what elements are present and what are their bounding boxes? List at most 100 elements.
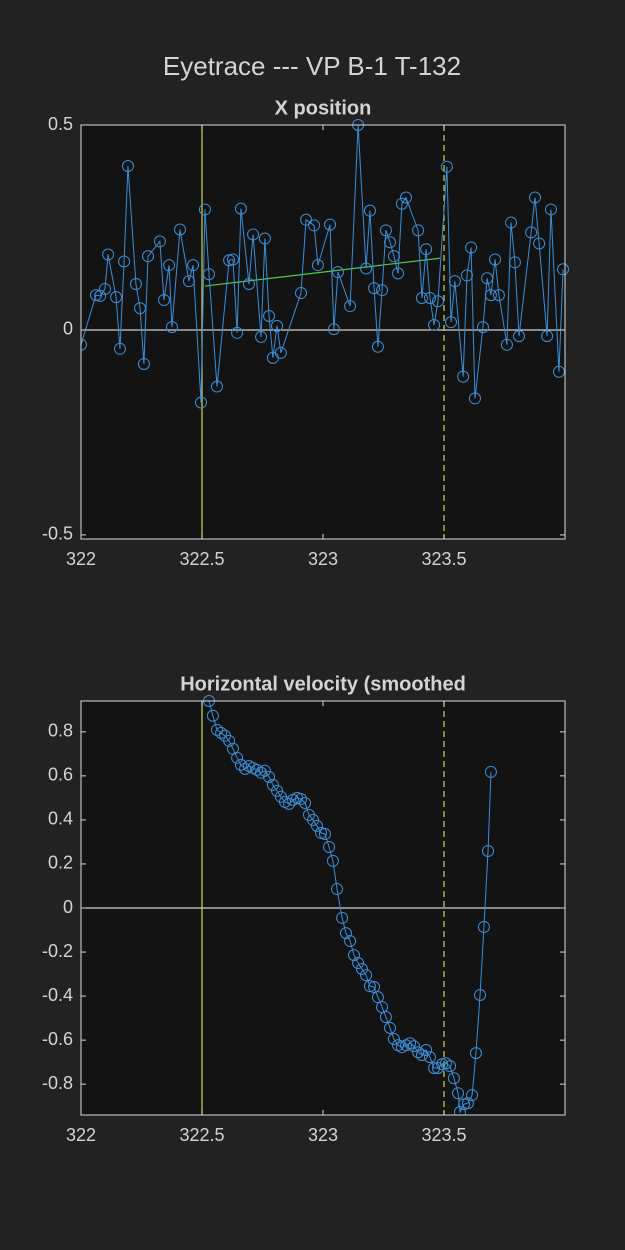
data-point — [331, 883, 344, 896]
data-point — [347, 949, 360, 962]
data-point — [439, 1057, 452, 1070]
data-point — [412, 1046, 425, 1059]
data-point — [371, 991, 384, 1004]
data-point — [327, 323, 340, 336]
data-point — [477, 920, 490, 933]
data-point — [308, 219, 321, 232]
data-point — [513, 330, 526, 343]
data-point — [453, 1106, 466, 1115]
y-tick-label: -0.8 — [42, 1073, 73, 1093]
data-point — [368, 282, 381, 295]
data-point — [452, 1087, 465, 1100]
data-point — [360, 969, 373, 982]
data-point — [557, 263, 570, 276]
data-point — [310, 819, 323, 832]
data-point — [211, 380, 224, 393]
y-tick-label: 0.4 — [48, 809, 73, 829]
data-point — [447, 1072, 460, 1085]
data-point — [239, 762, 252, 775]
data-point — [274, 346, 287, 359]
data-point — [469, 1047, 482, 1060]
data-point — [360, 262, 373, 275]
data-point — [552, 365, 565, 378]
data-point — [206, 709, 219, 722]
data-point — [234, 202, 247, 215]
data-point — [384, 236, 397, 249]
data-point — [258, 232, 271, 245]
data-point — [81, 338, 87, 351]
data-point — [525, 226, 538, 239]
data-point — [234, 758, 247, 771]
data-point — [311, 259, 324, 272]
y-tick-label: 0.5 — [48, 114, 73, 134]
data-point — [368, 981, 381, 994]
data-point — [355, 962, 368, 975]
data-point — [247, 228, 260, 241]
data-point — [118, 255, 131, 268]
data-point — [465, 241, 478, 254]
x-tick-label: 323.5 — [421, 1125, 466, 1145]
data-point — [173, 223, 186, 236]
data-point — [481, 272, 494, 285]
plot-area — [81, 119, 570, 539]
y-tick-label: 0.6 — [48, 765, 73, 785]
data-point — [415, 291, 428, 304]
data-point — [231, 751, 244, 764]
data-point — [336, 911, 349, 924]
data-point — [528, 191, 541, 204]
data-point — [195, 396, 208, 409]
data-point — [294, 792, 307, 805]
data-point — [407, 1040, 420, 1053]
data-point — [466, 1089, 479, 1102]
data-point — [492, 289, 505, 302]
data-point — [352, 957, 365, 970]
data-point — [339, 927, 352, 940]
data-point — [231, 326, 244, 339]
data-point — [428, 319, 441, 332]
data-point — [428, 1062, 441, 1075]
data-point — [468, 392, 481, 405]
data-point — [544, 203, 557, 216]
data-point — [412, 224, 425, 237]
data-point — [371, 340, 384, 353]
y-tick-label: 0 — [63, 319, 73, 339]
axes-title: Horizontal velocity (smoothed — [180, 673, 466, 695]
data-point — [387, 1033, 400, 1046]
plot-area — [81, 695, 565, 1115]
data-point — [420, 243, 433, 256]
data-point — [431, 295, 444, 308]
y-tick-label: -0.6 — [42, 1029, 73, 1049]
data-point — [203, 268, 216, 281]
data-point — [153, 235, 166, 248]
data-point — [198, 203, 211, 216]
data-point — [242, 278, 255, 291]
data-point — [223, 254, 236, 267]
data-point — [326, 854, 339, 867]
data-point — [102, 248, 115, 261]
data-point — [476, 321, 489, 334]
data-point — [420, 1044, 433, 1057]
data-point — [134, 302, 147, 315]
data-point — [226, 253, 239, 266]
data-point — [440, 160, 453, 173]
data-point — [379, 224, 392, 237]
data-point — [332, 266, 345, 279]
data-point — [448, 275, 461, 288]
data-point — [384, 1022, 397, 1035]
y-tick-label: -0.2 — [42, 941, 73, 961]
data-point — [436, 1058, 449, 1071]
data-point — [271, 784, 284, 797]
data-point — [182, 275, 195, 288]
axes-title: X position — [275, 97, 372, 119]
data-point — [387, 250, 400, 263]
data-point — [323, 841, 336, 854]
data-point — [250, 763, 263, 776]
data-point — [423, 291, 436, 304]
data-point — [445, 316, 458, 329]
data-point — [113, 342, 126, 355]
y-tick-label: 0.2 — [48, 853, 73, 873]
data-point — [500, 338, 513, 351]
data-point — [344, 935, 357, 948]
data-point — [376, 284, 389, 297]
data-point — [137, 357, 150, 370]
